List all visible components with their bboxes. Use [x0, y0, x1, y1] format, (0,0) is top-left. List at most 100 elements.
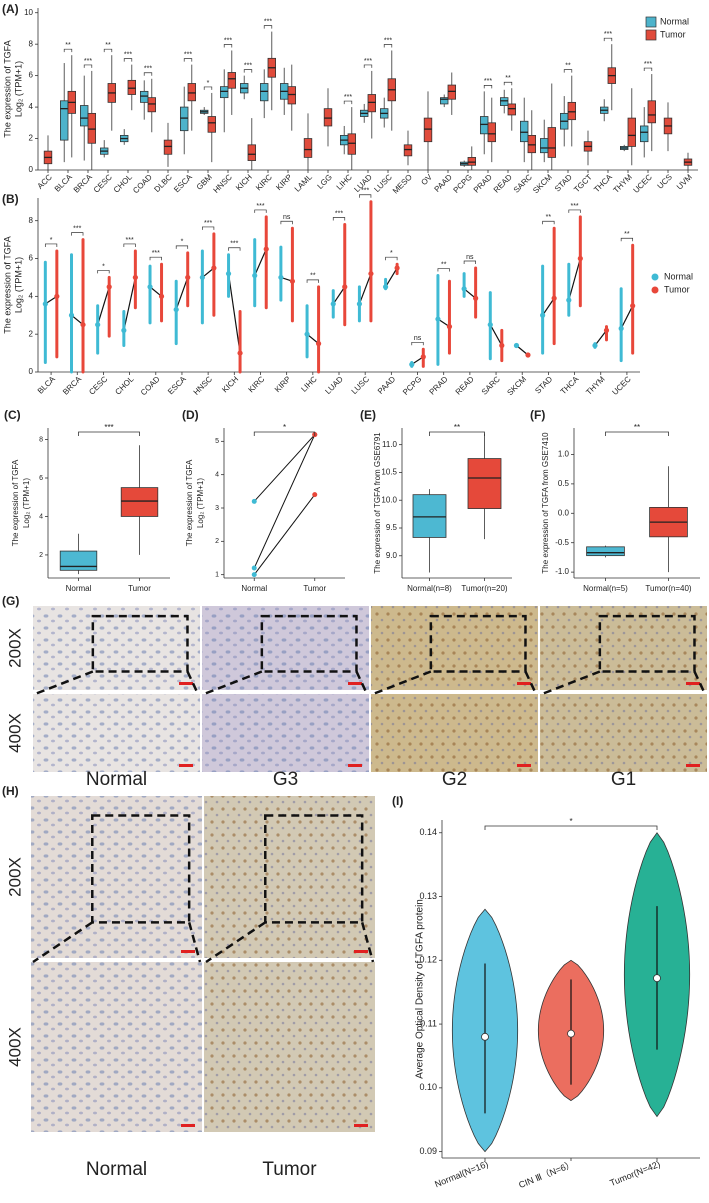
y-tick-label: 2 [39, 552, 43, 559]
significance-bracket [63, 48, 73, 53]
significance-bracket [306, 279, 319, 283]
x-tick-label: UCS [656, 173, 674, 191]
y-axis-label: The expression of TGFA [11, 459, 20, 546]
significance-bracket [363, 64, 373, 68]
zoom-line [187, 922, 202, 963]
significance-bracket [83, 64, 93, 68]
y-tick-label: -0.5 [555, 538, 569, 547]
significance-bracket [383, 44, 393, 48]
micrograph-texture [204, 962, 375, 1132]
point [312, 492, 318, 498]
micrograph-texture [371, 694, 538, 772]
pair-line [97, 286, 110, 325]
y-axis-label: Average Optical Density of TGFA protein [415, 899, 426, 1079]
y-tick-label: 4 [39, 513, 43, 520]
significance-label: * [283, 423, 286, 432]
significance-bracket [78, 431, 140, 436]
significance-label: ** [454, 423, 460, 432]
significance-bracket [97, 270, 110, 274]
x-tick-label: THYM [584, 374, 607, 397]
legend-label: Normal [660, 16, 689, 26]
zoom-line [360, 922, 375, 963]
panel-label: (B) [2, 192, 19, 206]
significance-bracket [620, 237, 634, 242]
panel-label: (D) [182, 408, 199, 422]
significance-label: ** [441, 261, 447, 268]
significance-bracket [563, 69, 573, 73]
legend-swatch [645, 16, 657, 28]
box [647, 100, 656, 124]
significance-bracket [343, 100, 353, 105]
y-tick-label: 4 [29, 102, 34, 111]
scale-bar [517, 764, 531, 767]
box [367, 94, 376, 113]
point [54, 293, 60, 299]
x-tick-label: CESC [92, 172, 114, 194]
box [87, 112, 96, 144]
point [356, 301, 363, 307]
pair-line [253, 434, 316, 502]
box [80, 105, 89, 127]
point [513, 342, 520, 349]
y-tick-label: 4 [29, 291, 34, 300]
pair-line [175, 277, 189, 310]
y-tick-label: 0.14 [419, 827, 437, 837]
micrograph-texture [33, 606, 200, 690]
point [540, 312, 546, 318]
group-label: G1 [611, 769, 636, 790]
x-tick-label: KIRC [254, 172, 274, 192]
x-tick-label: PCPG [401, 375, 423, 397]
y-tick-label: 8 [29, 216, 34, 225]
x-tick-label: LIHC [335, 172, 354, 191]
y-tick-label: 0.10 [419, 1082, 437, 1092]
y-tick-label: 1 [215, 572, 219, 579]
significance-label: *** [126, 237, 134, 244]
significance-label: *** [264, 18, 272, 25]
point [289, 278, 296, 284]
point [173, 306, 179, 313]
pair-line [123, 277, 136, 331]
zoom-box [429, 614, 527, 673]
point [251, 498, 257, 504]
y-tick-label: -1.0 [555, 567, 569, 576]
point [551, 295, 557, 301]
x-tick-label: Tumor [128, 584, 151, 593]
y-tick-label: 2 [215, 538, 219, 545]
point [603, 327, 610, 333]
box [412, 494, 447, 538]
y-tick-label: 8 [29, 39, 34, 48]
point [106, 284, 112, 290]
x-tick-label: Normal [241, 584, 267, 593]
box [163, 139, 173, 155]
panel-label: (C) [4, 408, 21, 422]
point [225, 271, 232, 277]
x-tick-label: Normal [66, 584, 92, 593]
significance-label: *** [256, 203, 264, 210]
point [278, 274, 284, 281]
point [237, 350, 243, 356]
significance-bracket [44, 243, 58, 247]
significance-label: *** [604, 31, 612, 38]
x-tick-label: KIRP [274, 173, 294, 193]
significance-label: *** [224, 37, 232, 44]
y-axis-label: Log₂ (TPM+1) [22, 478, 31, 528]
magnification-label: 400X [5, 1027, 24, 1067]
box [227, 72, 236, 89]
significance-label: ** [65, 42, 71, 49]
box [547, 127, 556, 158]
x-tick-label: HNSC [212, 172, 235, 195]
box [627, 117, 636, 147]
x-tick-label: KIRC [246, 374, 266, 394]
x-tick-label: TGCT [572, 172, 594, 194]
significance-label: *** [204, 220, 212, 227]
significance-label: ns [283, 214, 291, 221]
x-tick-label: UCEC [610, 374, 633, 397]
y-tick-label: 0.09 [419, 1146, 437, 1156]
x-tick-label: Normal(N=16) [433, 1159, 489, 1190]
y-tick-label: 0 [29, 367, 34, 376]
point [80, 322, 86, 328]
significance-label: *** [484, 78, 492, 85]
box [403, 144, 413, 157]
point [382, 284, 389, 290]
